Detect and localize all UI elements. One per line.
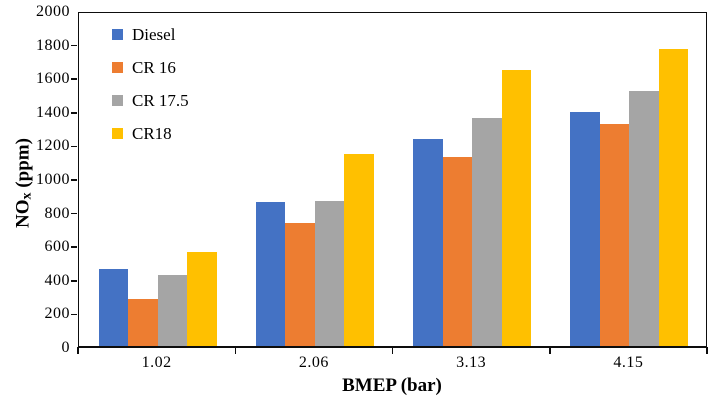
y-tick-label-800: 800 [44,204,70,222]
x-axis-category-label-1.02: 1.02 [141,354,172,371]
y-tick-mark [71,44,77,47]
x-tick-mark [234,347,236,354]
legend-item-diesel: Diesel [112,18,189,51]
y-tick-label-1000: 1000 [36,171,70,188]
bar-diesel-4.15 [570,112,600,346]
legend: Diesel CR 16 CR 17.5 CR18 [112,18,189,150]
legend-swatch-cr-16 [112,62,123,73]
x-tick-mark [77,347,79,354]
y-tick-label-400: 400 [44,271,70,289]
y-tick-label-1600: 1600 [36,70,70,88]
y-tick-mark [71,280,77,282]
legend-swatch-diesel [112,29,123,40]
x-axis-category-label-4.15: 4.15 [613,354,644,371]
bar-cr-16-4.15 [599,124,630,346]
x-tick-mark [391,347,394,354]
bar-diesel-2.06 [255,202,286,346]
bar-cr-17.5-1.02 [157,275,188,346]
bar-cr18-1.02 [187,251,217,346]
y-tick-label-1200: 1200 [36,137,70,155]
y-tick-label-1400: 1400 [36,103,70,121]
x-axis-category-label-2.06: 2.06 [298,354,329,371]
bar-cr18-3.13 [501,70,532,346]
y-tick-mark [71,246,77,248]
bar-diesel-3.13 [413,138,443,346]
y-tick-mark [71,313,77,316]
bar-cr-16-3.13 [442,157,473,346]
legend-label-diesel: Diesel [132,24,176,44]
x-tick-mark [706,347,708,354]
y-tick-label-600: 600 [44,238,70,256]
plot-area: Diesel CR 16 CR 17.5 CR18 [78,12,707,348]
x-axis-category-label-3.13: 3.13 [456,354,487,371]
y-tick-mark [71,145,77,148]
x-axis-title: BMEP (bar) [342,375,442,396]
bar-cr-17.5-3.13 [472,118,502,346]
y-tick-label-0: 0 [61,339,70,356]
y-tick-label-200: 200 [44,305,70,323]
bar-cr-17.5-4.15 [629,91,659,346]
y-axis-title-subscript: x [19,192,35,200]
bar-cr18-4.15 [658,48,689,346]
legend-label-cr18: CR18 [132,123,172,143]
bar-cr-17.5-2.06 [314,200,345,346]
y-tick-mark [71,78,77,80]
bar-cr18-2.06 [344,154,374,346]
legend-swatch-cr18 [112,128,123,139]
legend-item-cr-17.5: CR 17.5 [112,84,189,117]
legend-item-cr18: CR18 [112,117,189,150]
y-tick-mark [71,179,77,181]
y-tick-label-1800: 1800 [36,36,70,54]
y-tick-label-2000: 2000 [36,3,70,20]
legend-swatch-cr-17.5 [112,95,123,106]
y-tick-mark [71,112,77,114]
y-tick-mark [71,212,77,215]
bar-cr-16-1.02 [128,298,158,346]
legend-label-cr-16: CR 16 [132,57,176,77]
bar-diesel-1.02 [98,268,129,346]
legend-label-cr-17.5: CR 17.5 [132,90,189,110]
x-tick-mark [549,347,551,354]
bar-cr-16-2.06 [285,223,315,346]
legend-item-cr-16: CR 16 [112,51,189,84]
